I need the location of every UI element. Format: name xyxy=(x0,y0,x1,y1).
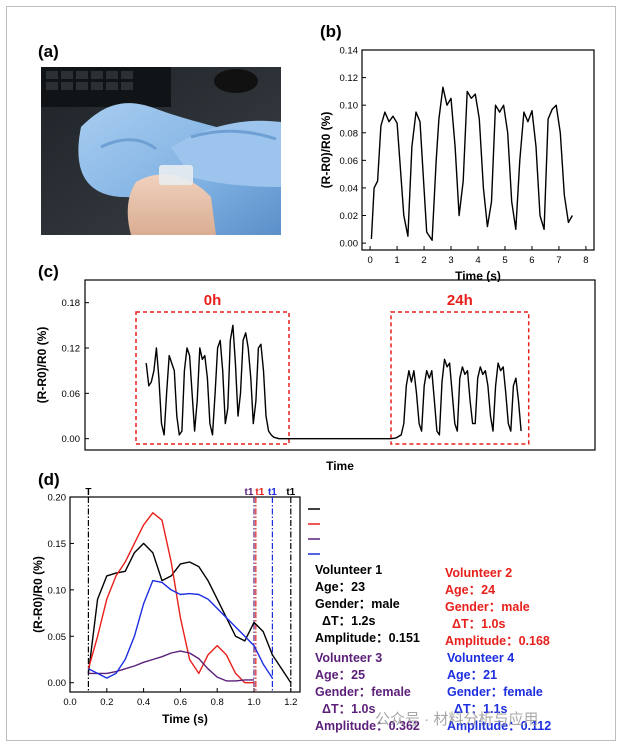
volunteer-3-age: Age：25 xyxy=(315,668,366,682)
sensor-patch xyxy=(159,165,193,185)
x-axis-label-b: Time (s) xyxy=(455,269,501,282)
series-line-c xyxy=(145,324,522,440)
x-tick-label-b: 3 xyxy=(448,255,453,266)
x-tick-label-d: 0.0 xyxy=(63,697,76,708)
figure-frame xyxy=(6,6,616,741)
volunteer-3-dt: ΔT：1.0s xyxy=(322,702,376,716)
x-tick-label-d: 0.8 xyxy=(211,697,224,708)
marker-vline-label: t1 xyxy=(286,487,295,498)
x-tick-label-d: 1.2 xyxy=(284,697,297,708)
y-tick-label-d: 0.20 xyxy=(48,493,67,504)
watermark: 公众号 · 材料分析与应用 xyxy=(375,711,539,728)
volunteer-3-title: Volunteer 3 xyxy=(315,651,383,665)
volunteer-1-amp: Amplitude：0.151 xyxy=(315,631,420,645)
panel-label-c: (c) xyxy=(38,262,59,281)
x-tick-label-d: 0.2 xyxy=(100,697,113,708)
marker-vline-label: t1 xyxy=(245,487,254,498)
y-tick-label-c: 0.18 xyxy=(62,298,81,309)
y-tick-label-b: 0.12 xyxy=(340,73,359,84)
x-tick-label-d: 1.0 xyxy=(247,697,260,708)
y-tick-label-b: 0.08 xyxy=(340,128,359,139)
x-tick-label-d: 0.6 xyxy=(174,697,187,708)
x-tick-label-b: 6 xyxy=(529,255,534,266)
volunteer-4-title: Volunteer 4 xyxy=(447,651,515,665)
x-tick-label-b: 7 xyxy=(556,255,561,266)
y-axis-label-b: (R-R0)/R0 (%) xyxy=(319,112,333,189)
x-tick-label-b: 4 xyxy=(475,255,480,266)
chart-b: 0 1 2 3 4 5 6 7 8 0.00 0.02 0.04 0.06 0.08 0.10 0.12 0.1… xyxy=(319,46,595,282)
y-tick-label-b: 0.00 xyxy=(340,239,359,250)
x-axis-label-c: Time xyxy=(326,459,354,473)
y-tick-label-d: 0.10 xyxy=(48,585,67,596)
x-tick-label-b: 8 xyxy=(583,255,588,266)
plot-area-d xyxy=(69,496,301,693)
volunteer-3-gender: Gender：female xyxy=(315,685,411,699)
series-line-b xyxy=(370,86,574,241)
volunteer-4-dt: ΔT：1.1s xyxy=(454,702,508,716)
y-tick-label-c: 0.00 xyxy=(62,434,81,445)
chart-d: 0.0 0.2 0.4 0.6 0.8 1.0 1.2 0.00 0.05 0.10 0.15 0.2… xyxy=(31,487,320,726)
time-window-label: 0h xyxy=(204,292,222,309)
time-window-box xyxy=(390,311,530,445)
volunteer-3-info: Volunteer 3 Age：25 Gender：female ΔT：1.0s… xyxy=(315,650,420,735)
marker-vline-label: t1 xyxy=(268,487,277,498)
volunteer-4-info: Volunteer 4 Age：21 Gender：female ΔT：1.1s… xyxy=(447,650,551,735)
panel-label-a: (a) xyxy=(38,42,59,61)
time-window-label: 24h xyxy=(447,292,473,309)
x-axis-label-d: Time (s) xyxy=(162,712,208,726)
volunteer-2-gender: Gender：male xyxy=(445,600,530,614)
volunteer-4-gender: Gender：female xyxy=(447,685,543,699)
y-tick-label-b: 0.14 xyxy=(340,46,359,57)
series-line-d xyxy=(87,512,254,684)
volunteer-2-amp: Amplitude：0.168 xyxy=(445,634,550,648)
x-tick-label-b: 2 xyxy=(421,255,426,266)
series-line-d xyxy=(88,650,254,682)
y-tick-label-d: 0.00 xyxy=(48,678,67,689)
photo-glove-on-wrist xyxy=(41,67,281,235)
y-axis-label-d: (R-R0)/R0 (%) xyxy=(31,556,45,633)
marker-vline-label: t1 xyxy=(255,487,264,498)
marker-vline-label: T xyxy=(85,487,91,498)
panel-label-b: (b) xyxy=(320,22,342,41)
y-tick-label-b: 0.04 xyxy=(340,183,359,194)
series-line-d xyxy=(88,579,273,679)
volunteer-1-gender: Gender：male xyxy=(315,597,400,611)
y-tick-label-b: 0.02 xyxy=(340,211,359,222)
time-window-box xyxy=(135,311,290,445)
volunteer-2-dt: ΔT：1.0s xyxy=(452,617,506,631)
y-axis-label-c: (R-R0)/R0 (%) xyxy=(35,327,49,404)
y-tick-label-b: 0.06 xyxy=(340,156,359,167)
y-tick-label-c: 0.06 xyxy=(62,389,81,400)
volunteer-3-amp: Amplitude：0.362 xyxy=(315,719,420,733)
y-tick-label-c: 0.12 xyxy=(62,344,81,355)
volunteer-2-age: Age：24 xyxy=(445,583,496,597)
volunteer-1-dt: ΔT：1.2s xyxy=(322,614,376,628)
x-tick-label-b: 1 xyxy=(394,255,399,266)
mouse xyxy=(214,69,258,93)
plot-area-b xyxy=(361,49,595,251)
plot-area-c xyxy=(84,279,596,451)
panel-label-d: (d) xyxy=(38,470,60,489)
x-tick-label-b: 5 xyxy=(502,255,507,266)
series-line-d xyxy=(87,542,292,684)
volunteer-2-title: Volunteer 2 xyxy=(445,566,513,580)
volunteer-2-info: Volunteer 2 Age：24 Gender：male ΔT：1.0s A… xyxy=(445,565,550,650)
volunteer-1-info: Volunteer 1 Age：23 Gender：male ΔT：1.2s A… xyxy=(315,562,420,647)
y-tick-label-d: 0.05 xyxy=(48,632,67,643)
x-tick-label-b: 0 xyxy=(367,255,372,266)
volunteer-1-title: Volunteer 1 xyxy=(315,563,383,577)
volunteer-1-age: Age：23 xyxy=(315,580,366,594)
chart-c: 0.00 0.06 0.12 0.18 Time (R-R0)/R0 (%) 0h 24h xyxy=(35,279,596,473)
volunteer-4-amp: Amplitude：0.112 xyxy=(447,719,552,733)
y-tick-label-b: 0.10 xyxy=(340,101,359,112)
x-tick-label-d: 0.4 xyxy=(137,697,150,708)
volunteer-4-age: Age：21 xyxy=(447,668,498,682)
y-tick-label-d: 0.15 xyxy=(48,539,67,550)
